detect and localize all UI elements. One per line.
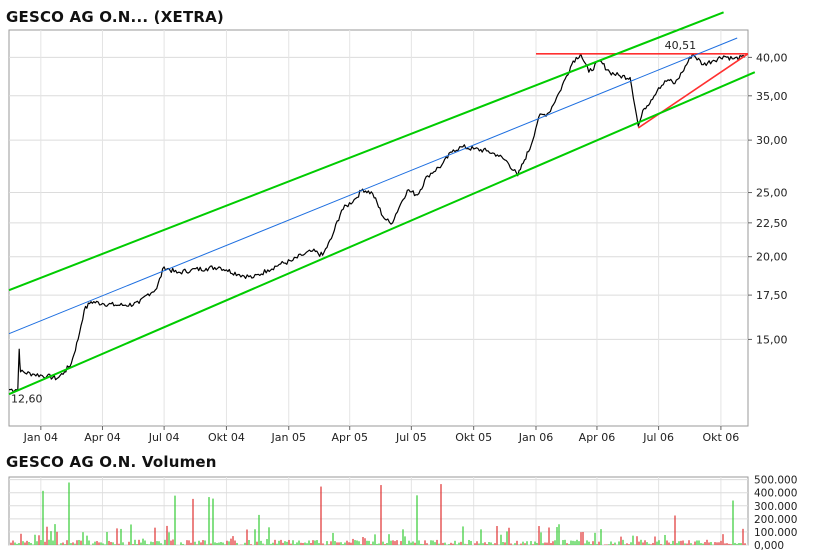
upper-channel-line xyxy=(8,11,724,292)
high-price-label: 40,51 xyxy=(665,39,697,52)
low-price-label: 12,60 xyxy=(11,393,43,406)
price-x-tick-label: Okt 04 xyxy=(208,431,245,444)
price-x-tick-label: Apr 04 xyxy=(84,431,121,444)
price-y-tick-label: 30,00 xyxy=(756,134,788,147)
price-y-tick-label: 15,00 xyxy=(756,333,788,346)
volume-y-tick-label: 500.000 xyxy=(754,475,797,487)
price-x-tick-label: Jan 06 xyxy=(518,431,553,444)
price-y-tick-label: 35,00 xyxy=(756,90,788,103)
price-y-tick-label: 40,00 xyxy=(756,51,788,64)
middle-trend-line xyxy=(8,37,738,335)
price-y-tick-label: 22,50 xyxy=(756,217,788,230)
volume-plot-frame xyxy=(8,476,749,546)
price-x-tick-label: Jan 04 xyxy=(23,431,58,444)
lower-channel-line xyxy=(8,71,756,396)
volume-y-tick-label: 0,000 xyxy=(754,540,784,552)
price-x-tick-label: Okt 06 xyxy=(702,431,739,444)
price-chart-title: GESCO AG O.N... (XETRA) xyxy=(6,8,224,26)
volume-chart-title: GESCO AG O.N. Volumen xyxy=(6,453,217,471)
price-x-tick-label: Jan 05 xyxy=(271,431,306,444)
volume-y-tick-label: 300.000 xyxy=(754,501,797,513)
volume-y-tick-label: 200.000 xyxy=(754,514,797,526)
price-x-tick-label: Jul 05 xyxy=(395,431,427,444)
price-plot-frame xyxy=(8,29,749,427)
volume-y-tick-label: 100.000 xyxy=(754,527,797,539)
price-y-tick-label: 25,00 xyxy=(756,187,788,200)
volume-y-tick-label: 400.000 xyxy=(754,488,797,500)
price-x-tick-label: Okt 05 xyxy=(455,431,492,444)
price-x-tick-label: Jul 04 xyxy=(148,431,180,444)
price-x-tick-label: Apr 06 xyxy=(579,431,616,444)
price-y-tick-label: 20,00 xyxy=(756,251,788,264)
price-x-tick-label: Jul 06 xyxy=(642,431,674,444)
price-x-tick-label: Apr 05 xyxy=(331,431,368,444)
price-line xyxy=(9,53,746,393)
price-y-tick-label: 17,50 xyxy=(756,289,788,302)
